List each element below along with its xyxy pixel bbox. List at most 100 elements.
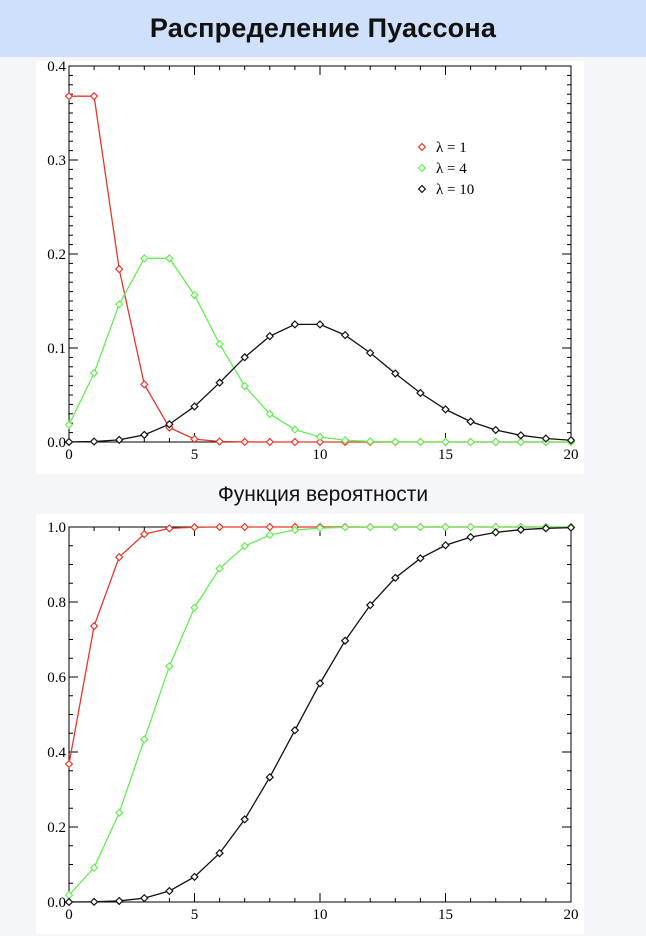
data-point	[64, 420, 74, 430]
x-tick-label: 20	[564, 907, 579, 923]
data-point	[340, 435, 350, 445]
data-point	[215, 564, 224, 573]
data-point	[416, 388, 425, 398]
data-point	[541, 524, 551, 533]
data-point	[441, 522, 450, 532]
data-point	[64, 759, 74, 769]
data-point	[391, 573, 400, 583]
y-tick-label: 0.4	[47, 61, 66, 75]
data-point	[441, 405, 450, 414]
data-point	[190, 872, 199, 882]
data-point	[140, 735, 149, 744]
data-point	[466, 532, 475, 542]
y-tick-label: 0.0	[47, 895, 66, 911]
data-point	[190, 434, 199, 444]
data-point	[315, 679, 325, 688]
series-line	[68, 526, 572, 903]
data-point	[240, 522, 249, 532]
data-point	[290, 320, 300, 329]
legend-marker	[417, 142, 427, 152]
data-point	[114, 552, 124, 562]
data-point	[165, 419, 174, 429]
x-tick-label: 10	[313, 447, 328, 463]
data-point	[265, 772, 275, 782]
data-point	[391, 369, 400, 378]
data-point	[190, 603, 199, 612]
data-point	[566, 523, 576, 532]
y-tick-label: 0.6	[47, 670, 66, 686]
data-point	[516, 431, 526, 440]
data-point	[240, 541, 249, 551]
legend-label: λ = 4	[436, 161, 467, 177]
data-point	[391, 437, 400, 447]
x-tick-label: 5	[191, 447, 199, 463]
data-point	[64, 437, 74, 447]
data-point	[315, 523, 325, 533]
data-point	[340, 330, 350, 340]
data-point	[491, 425, 500, 435]
data-point	[165, 524, 174, 533]
data-point	[240, 815, 249, 824]
cdf-chart-panel: 0 5 10 15 20 0.0 0.2 0.4 0.6 0.8 1.0	[36, 514, 584, 934]
pmf-chart: 0 5 10 15 20 0.0 0.1 0.2 0.3 0.4 λ = 1 λ = 4 λ = 10	[47, 61, 579, 463]
data-point	[265, 409, 275, 419]
data-point	[340, 636, 350, 645]
data-point	[516, 437, 526, 447]
data-point	[416, 437, 425, 447]
x-tick-label: 10	[313, 907, 328, 923]
data-point	[340, 523, 350, 532]
pmf-chart-panel: 0 5 10 15 20 0.0 0.1 0.2 0.3 0.4 λ = 1 λ = 4 λ = 10	[36, 61, 584, 474]
data-point	[516, 525, 526, 534]
data-point	[140, 430, 149, 440]
data-point	[114, 896, 124, 906]
data-point	[89, 897, 99, 907]
series-line	[68, 526, 571, 765]
data-point	[64, 91, 74, 101]
data-point	[165, 661, 174, 671]
y-tick-label: 0.1	[47, 341, 66, 357]
chart-caption-text: Функция вероятности	[217, 483, 429, 506]
data-point	[491, 528, 500, 537]
data-point	[114, 264, 124, 274]
data-point	[240, 437, 249, 447]
data-point	[541, 434, 551, 443]
data-point	[265, 437, 275, 447]
data-point	[215, 437, 224, 446]
data-point	[140, 380, 149, 389]
series-line	[69, 95, 571, 443]
x-tick-label: 15	[438, 907, 453, 923]
data-point	[140, 254, 149, 263]
data-point	[441, 437, 450, 447]
data-point	[190, 402, 199, 411]
plot-frame	[68, 526, 572, 903]
data-point	[89, 91, 99, 101]
data-point	[64, 897, 74, 907]
y-tick-label: 0.3	[47, 153, 66, 169]
x-tick-label: 0	[65, 907, 73, 923]
y-tick-label: 0.4	[47, 745, 66, 761]
data-point	[215, 848, 224, 858]
data-point	[165, 886, 174, 896]
data-point	[114, 300, 124, 309]
data-point	[290, 425, 300, 434]
page-header: Распределение Пуассона	[0, 0, 646, 57]
x-tick-label: 15	[438, 447, 453, 463]
chart-caption: Функция вероятности	[0, 478, 646, 512]
data-point	[265, 331, 275, 341]
data-point	[240, 353, 249, 362]
cdf-chart: 0 5 10 15 20 0.0 0.2 0.4 0.6 0.8 1.0	[47, 520, 579, 923]
data-point	[365, 348, 375, 358]
data-point	[416, 554, 425, 563]
x-tick-label: 20	[564, 447, 579, 463]
data-point	[365, 600, 375, 610]
y-tick-label: 0.2	[47, 820, 66, 836]
y-tick-label: 1.0	[47, 520, 66, 536]
data-point	[215, 339, 224, 349]
data-point	[491, 437, 500, 447]
series-line	[68, 257, 571, 443]
y-tick-label: 0.0	[47, 435, 66, 451]
data-point	[315, 320, 325, 329]
data-point	[265, 522, 275, 532]
data-point	[566, 435, 576, 445]
data-point	[365, 437, 375, 446]
